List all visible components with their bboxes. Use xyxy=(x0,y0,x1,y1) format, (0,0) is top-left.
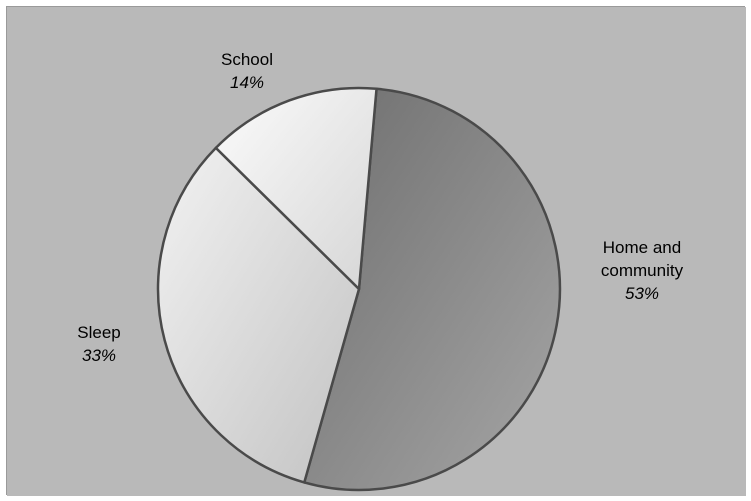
pie-slice-sleep xyxy=(156,146,361,484)
slice-name-sleep: Sleep xyxy=(77,323,120,342)
slice-name-school: School xyxy=(221,50,273,69)
slice-name-home-and-community: Home and xyxy=(603,238,681,257)
pie-slice-school xyxy=(214,86,378,291)
slice-labels: Home and community 53% Sleep 33% School 14% xyxy=(77,50,683,365)
chart-frame: Home and community 53% Sleep 33% School 14% xyxy=(6,6,746,496)
slice-label-sleep: Sleep 33% xyxy=(77,323,120,365)
slice-name-home-and-community: community xyxy=(601,261,684,280)
pie-chart: Home and community 53% Sleep 33% School 14% xyxy=(7,7,746,496)
pie-slices xyxy=(156,86,562,492)
slice-label-school: School 14% xyxy=(221,50,273,92)
slice-percent-school: 14% xyxy=(230,73,264,92)
slice-percent-sleep: 33% xyxy=(82,346,116,365)
slice-label-home-and-community: Home and community 53% xyxy=(601,238,684,303)
slice-percent-home-and-community: 53% xyxy=(625,284,659,303)
